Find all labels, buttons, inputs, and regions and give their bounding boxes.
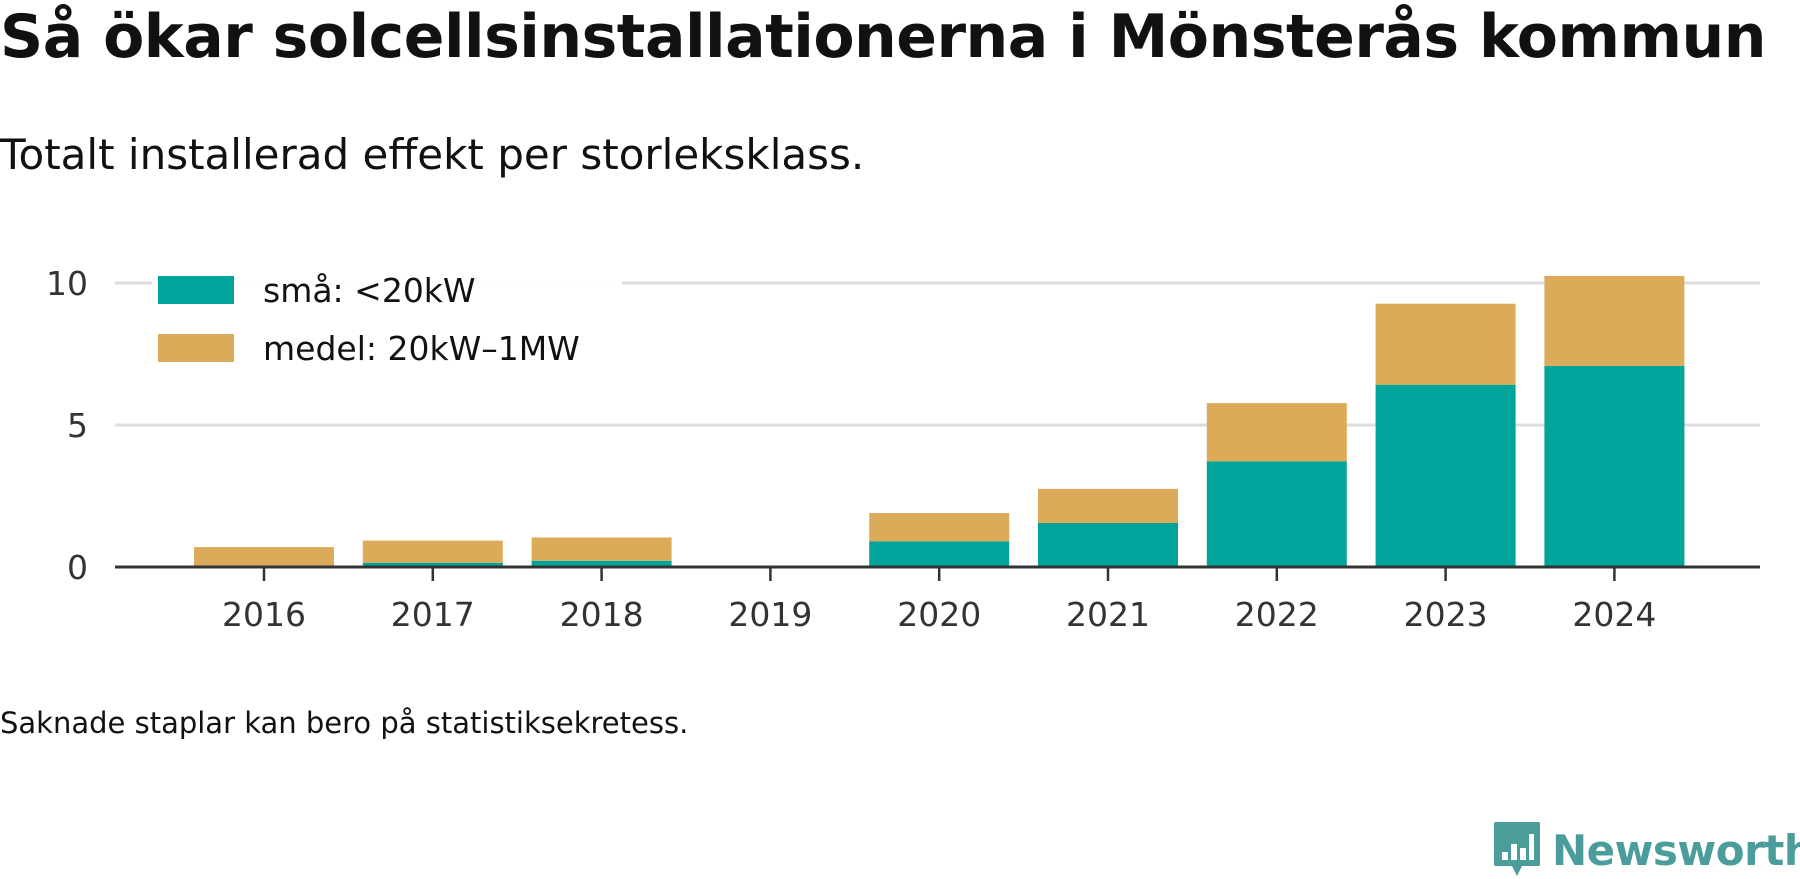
- bar-medium-2024: [1544, 275, 1685, 366]
- bar-medium-2023: [1375, 303, 1516, 385]
- bar-small-2020: [869, 541, 1010, 567]
- legend: små: <20kW medel: 20kW–1MW: [152, 270, 622, 380]
- x-tick-label: 2019: [728, 595, 812, 634]
- x-tick-label: 2021: [1066, 595, 1150, 634]
- bar-medium-2018: [531, 537, 672, 561]
- newsworthy-logo-icon: [1494, 822, 1540, 876]
- x-axis: [115, 565, 1760, 581]
- legend-label: medel: 20kW–1MW: [263, 329, 580, 368]
- bar-medium-2022: [1206, 403, 1347, 462]
- bar-small-2017: [362, 562, 503, 567]
- bar-medium-2020: [869, 513, 1010, 542]
- x-axis-tick-labels: 2016 2017 2018 2019 2020 2021 2022 2023 2024: [222, 595, 1656, 634]
- y-axis-tick-labels: 0 5 10: [46, 264, 88, 587]
- x-tick-label: 2022: [1235, 595, 1319, 634]
- chart-subtitle: Totalt installerad effekt per storlekskl…: [0, 130, 865, 179]
- x-tick-label: 2017: [391, 595, 475, 634]
- bar-medium-2016: [194, 547, 334, 566]
- bar-small-2021: [1038, 522, 1178, 567]
- stacked-bar-chart: 0 5 10 2016 2017 2018 2019 2020 2021 2022 2023 202…: [46, 264, 1760, 634]
- bars: [194, 275, 1685, 567]
- legend-label: små: <20kW: [263, 271, 476, 310]
- bar-small-2018: [531, 560, 672, 567]
- y-tick-label: 10: [46, 264, 88, 303]
- brand-logo: Newsworthy: [1492, 820, 1800, 879]
- bar-medium-2017: [362, 540, 503, 563]
- y-tick-label: 5: [67, 406, 88, 445]
- legend-swatch: [158, 276, 234, 304]
- footnote: Saknade staplar kan bero på statistiksek…: [0, 706, 689, 740]
- x-tick-label: 2018: [560, 595, 644, 634]
- y-tick-label: 0: [67, 548, 88, 587]
- x-tick-label: 2023: [1404, 595, 1488, 634]
- chart-title: Så ökar solcellsinstallationerna i Mönst…: [0, 2, 1766, 72]
- bar-small-2023: [1375, 384, 1516, 567]
- brand-name: Newsworthy: [1552, 825, 1800, 875]
- bar-small-2022: [1206, 461, 1347, 567]
- bar-medium-2021: [1038, 488, 1178, 523]
- x-tick-label: 2024: [1572, 595, 1656, 634]
- x-tick-label: 2020: [897, 595, 981, 634]
- x-tick-label: 2016: [222, 595, 306, 634]
- legend-swatch: [158, 334, 234, 362]
- bar-small-2024: [1544, 365, 1685, 567]
